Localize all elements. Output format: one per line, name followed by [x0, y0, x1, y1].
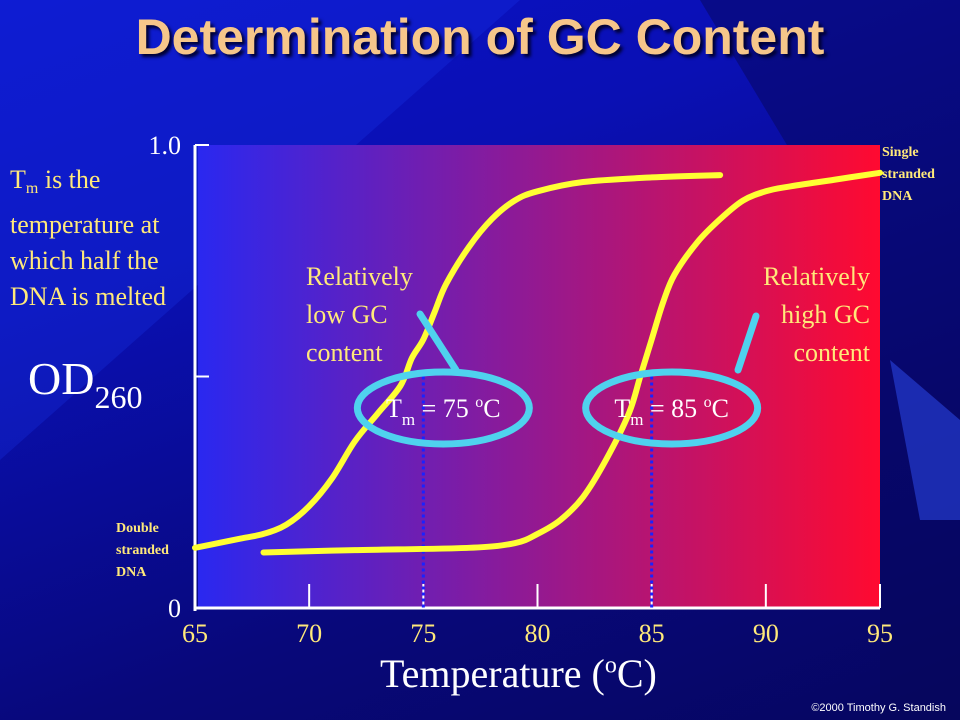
- single-line-3: DNA: [882, 189, 913, 204]
- tm-definition-note: Tm is the temperature at which half the …: [10, 162, 190, 315]
- single-line-2: stranded: [882, 167, 935, 182]
- single-stranded-label: Single stranded DNA: [882, 142, 935, 208]
- callout-pointers: [416, 310, 760, 374]
- x-title-main: Temperature (: [380, 651, 605, 696]
- low-gc-callout: Relatively low GC content: [306, 258, 413, 372]
- high-gc-callout: Relatively high GC content: [720, 258, 870, 372]
- melting-curve: [260, 169, 883, 556]
- tm-ellipse: [582, 368, 762, 448]
- x-tick-label: 95: [867, 619, 893, 648]
- copyright: ©2000 Timothy G. Standish: [811, 702, 946, 714]
- x-title-end: C): [616, 651, 657, 696]
- single-line-1: Single: [882, 145, 919, 160]
- low-gc-line-3: content: [306, 338, 383, 367]
- x-axis-title: Temperature (oC): [380, 650, 657, 697]
- y-tick-label: 1.0: [149, 131, 182, 160]
- double-stranded-label: Double stranded DNA: [116, 518, 169, 584]
- plot-area: [198, 145, 880, 608]
- tm-ellipse: [353, 368, 533, 448]
- x-tick-label: 80: [525, 619, 551, 648]
- y-axis-title-sub: 260: [94, 379, 143, 415]
- slide-title: Determination of GC Content: [135, 9, 825, 65]
- tm-dashed-lines: [421, 376, 654, 608]
- tm-labels: Tm = 75 oC Tm = 85 oC: [386, 394, 729, 429]
- x-tick-label: 85: [639, 619, 665, 648]
- callout-pointer: [734, 312, 760, 374]
- tick-labels: 0 1.0 65 70 75 80 85 90 95: [149, 131, 894, 648]
- x-tick-label: 70: [296, 619, 322, 648]
- low-gc-line-1: Relatively: [306, 262, 413, 291]
- x-title-sup: o: [604, 652, 617, 679]
- y-axis-title: OD260: [28, 352, 142, 416]
- tm-t: T: [10, 165, 26, 194]
- high-gc-line-1: Relatively: [763, 262, 870, 291]
- double-line-3: DNA: [116, 565, 147, 580]
- axes: [193, 144, 881, 611]
- low-gc-line-2: low GC: [306, 300, 388, 329]
- tm-ellipses: [353, 368, 762, 448]
- melting-curve: [192, 172, 724, 551]
- tm-label: Tm = 75 oC: [386, 394, 501, 429]
- y-tick-label: 0: [168, 594, 181, 623]
- tm-sub: m: [25, 180, 39, 197]
- curves: [192, 169, 883, 556]
- callout-pointer: [416, 310, 460, 374]
- double-line-1: Double: [116, 521, 159, 536]
- y-axis-title-main: OD: [28, 353, 95, 404]
- x-tick-label: 90: [753, 619, 779, 648]
- double-line-2: stranded: [116, 543, 169, 558]
- tm-definition-text: is the temperature at which half the DNA…: [10, 165, 166, 311]
- high-gc-line-3: content: [793, 338, 870, 367]
- high-gc-line-2: high GC: [781, 300, 870, 329]
- x-tick-label: 75: [410, 619, 436, 648]
- tm-label: Tm = 85 oC: [614, 394, 729, 429]
- x-tick-label: 65: [182, 619, 208, 648]
